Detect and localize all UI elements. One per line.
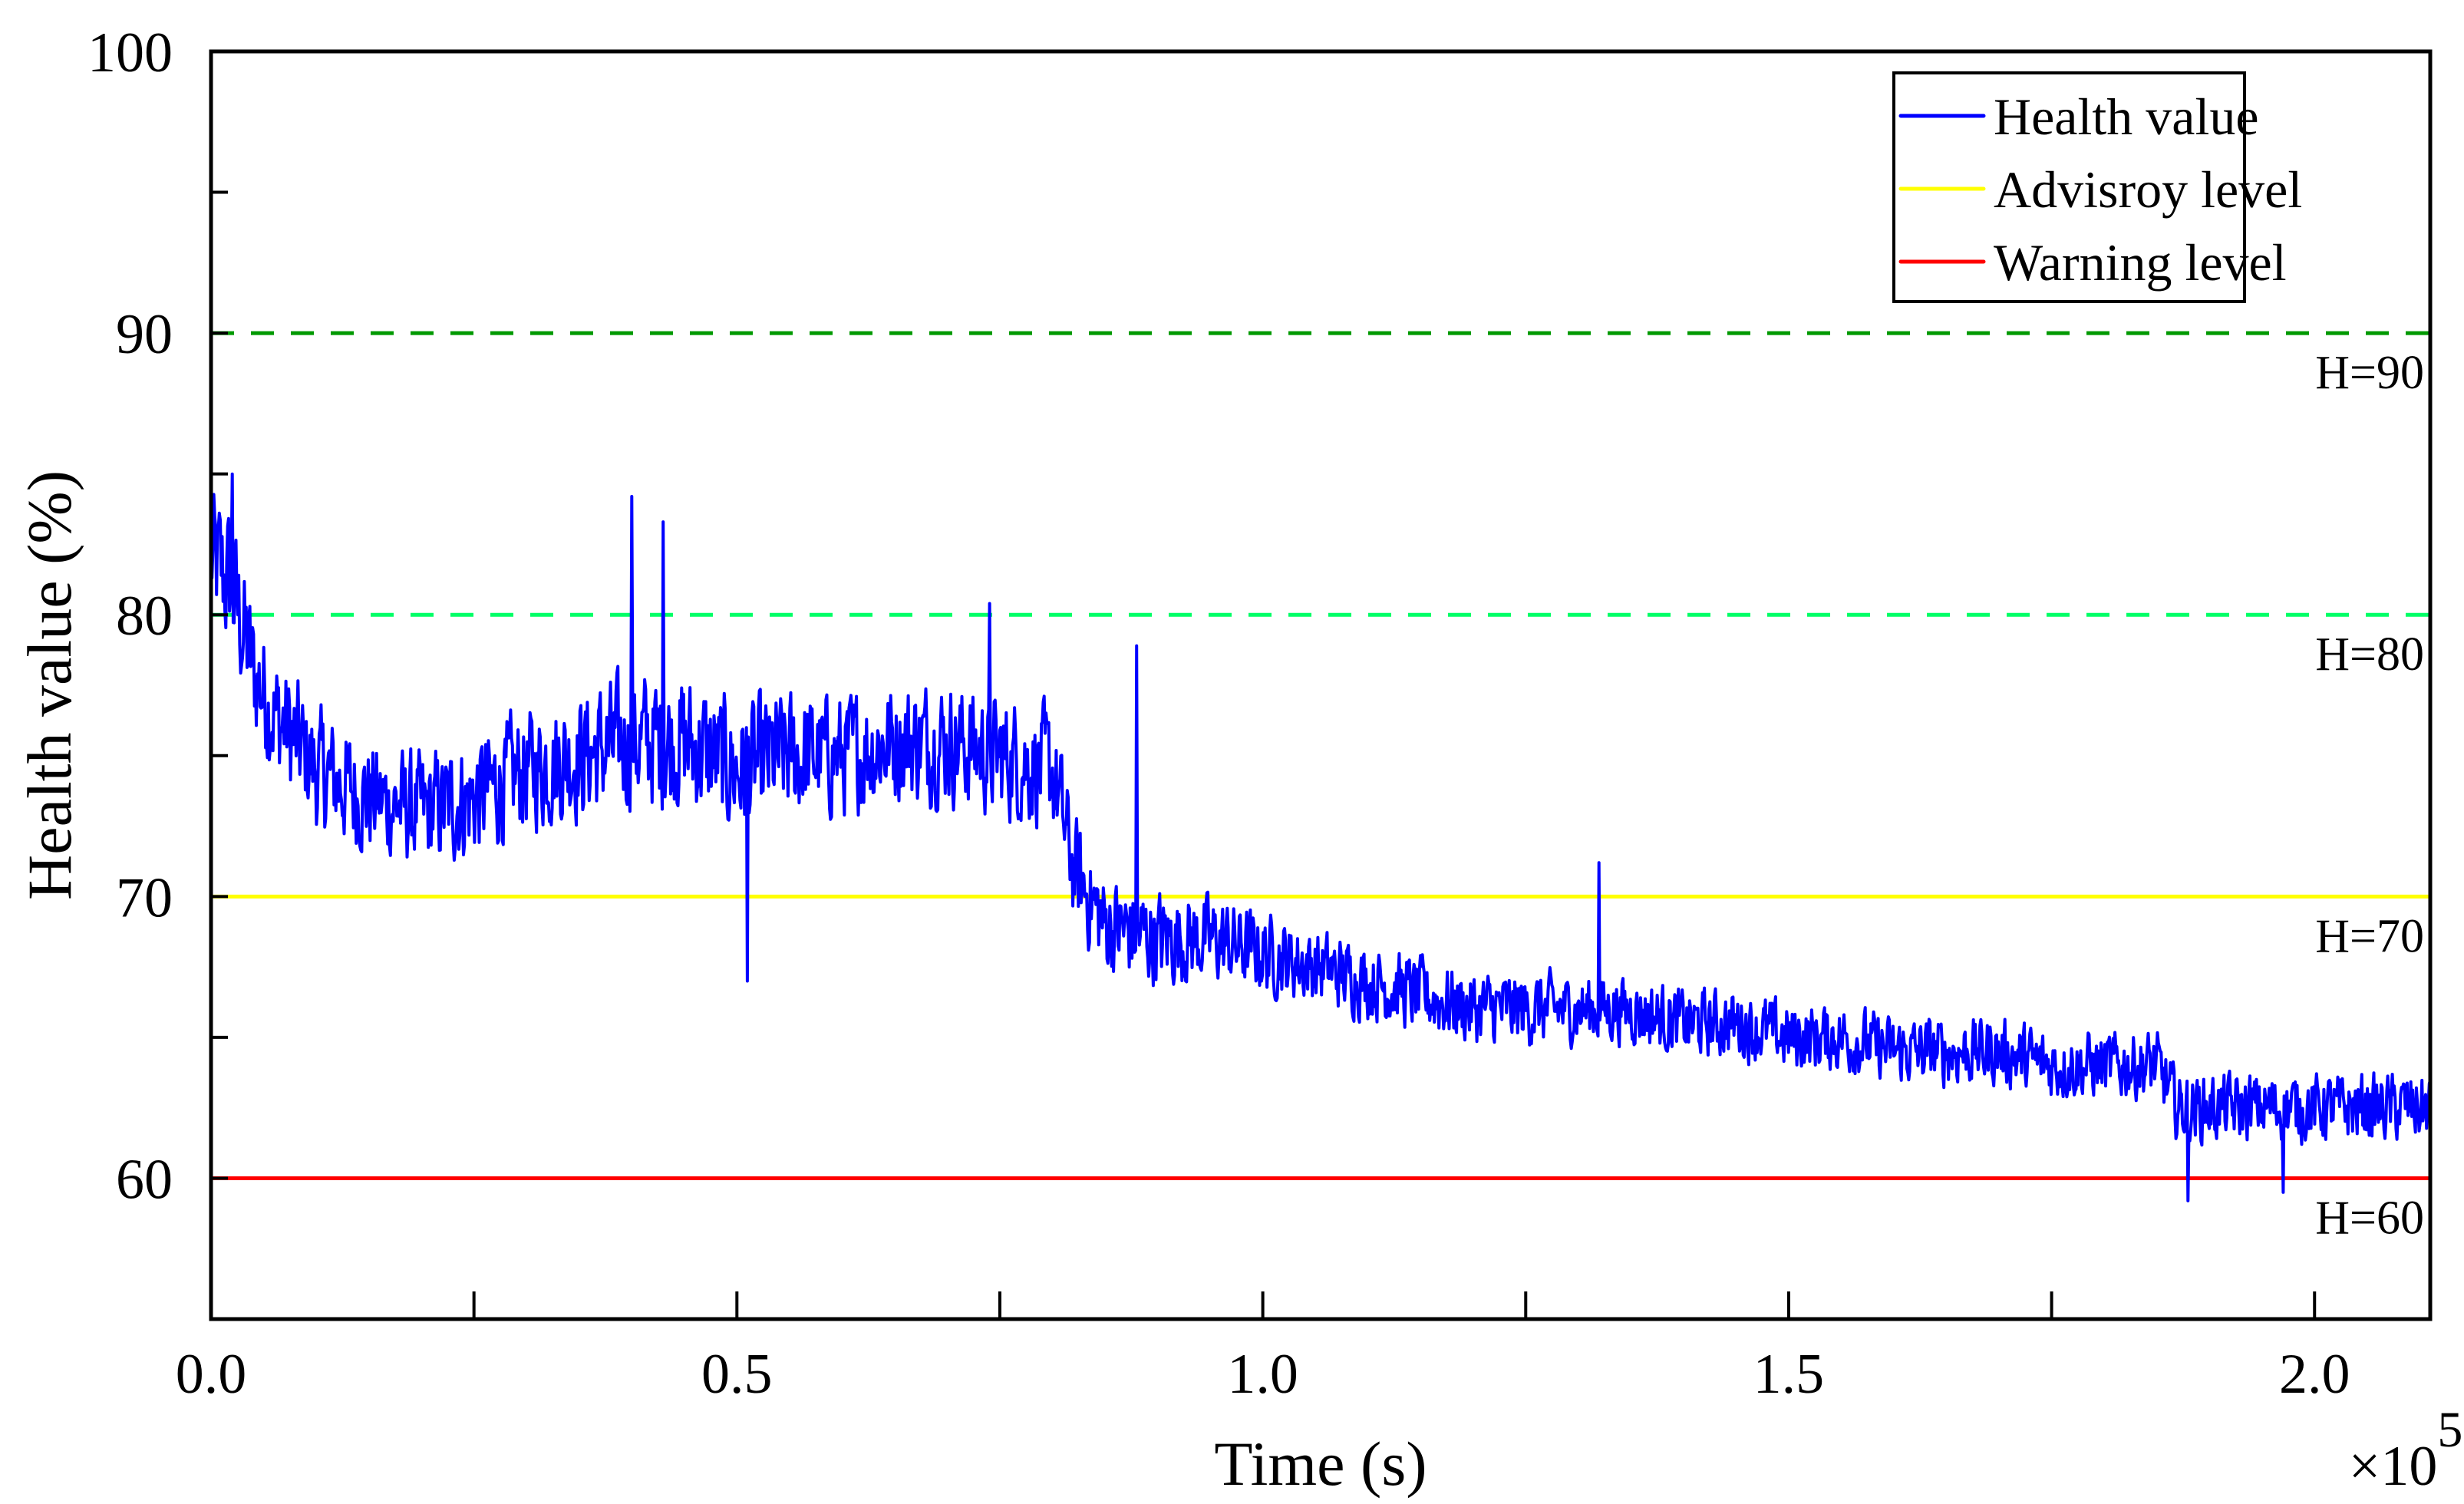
reference-label-h80: H=80 <box>2315 628 2424 681</box>
plot-frame <box>209 49 2433 1321</box>
x-tick-label: 2.0 <box>2279 1343 2350 1406</box>
y-tick-label: 70 <box>116 866 173 929</box>
reference-label-h60: H=60 <box>2315 1192 2424 1244</box>
legend-label-1: Advisroy level <box>1994 160 2302 219</box>
y-tick-label: 60 <box>116 1148 173 1211</box>
legend-label-0: Health value <box>1994 87 2259 146</box>
health-value-line <box>209 472 2432 1202</box>
reference-label-h70: H=70 <box>2315 910 2424 962</box>
y-axis-title: Health value (%) <box>15 470 84 900</box>
reference-label-h90: H=90 <box>2315 347 2424 399</box>
x-axis-ticks: 0.0 0.5 1.0 1.5 2.0 <box>176 1291 2350 1406</box>
x-tick-label: 0.5 <box>701 1343 773 1406</box>
x-tick-label: 1.0 <box>1227 1343 1298 1406</box>
x-tick-label: 1.5 <box>1753 1343 1825 1406</box>
y-tick-label: 100 <box>87 21 173 84</box>
x-tick-label: 0.0 <box>176 1343 247 1406</box>
reference-lines <box>211 331 2430 1180</box>
legend: Health value Advisroy level Warning level <box>1892 71 2302 303</box>
y-axis-ticks: 60 70 80 90 100 <box>87 21 228 1211</box>
x-axis-title: Time (s) <box>1214 1429 1427 1499</box>
reference-line-labels: H=90 H=80 H=70 H=60 <box>2315 347 2424 1244</box>
y-tick-label: 80 <box>116 585 173 648</box>
legend-label-2: Warning level <box>1994 233 2287 292</box>
y-tick-label: 90 <box>116 303 173 366</box>
x-multiplier: ×105 <box>2349 1402 2463 1498</box>
health-value-series <box>209 472 2432 1202</box>
